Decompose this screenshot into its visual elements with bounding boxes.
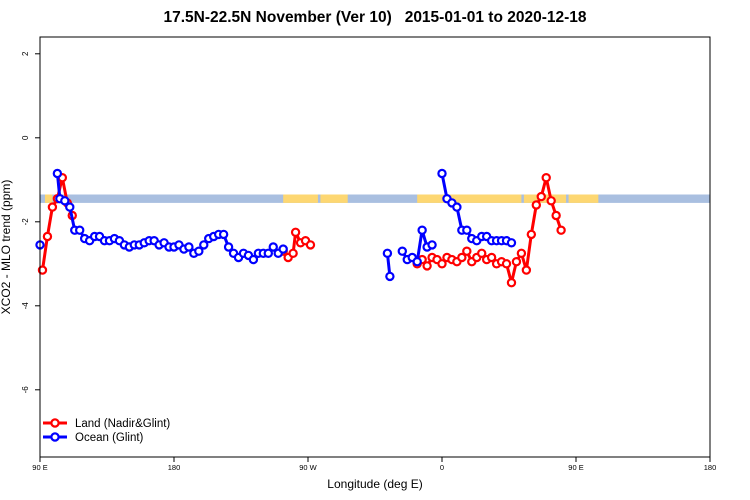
legend-label: Land (Nadir&Glint)	[75, 418, 170, 430]
data-point	[263, 248, 273, 258]
y-tick-label: -2	[21, 218, 30, 226]
data-point	[546, 196, 556, 206]
data-point	[37, 265, 48, 275]
data-point	[526, 229, 537, 240]
y-tick-label: -6	[21, 386, 30, 394]
data-point	[462, 225, 472, 235]
data-point	[556, 225, 566, 235]
land-segment	[568, 194, 599, 203]
data-point	[506, 238, 517, 248]
data-point	[75, 225, 85, 235]
data-point	[288, 248, 298, 258]
data-point	[486, 252, 497, 263]
y-tick-label: -4	[21, 302, 30, 310]
data-point	[223, 242, 234, 252]
data-point	[457, 252, 467, 263]
land-mask-band	[40, 194, 710, 203]
legend-label: Ocean (Glint)	[75, 432, 144, 444]
data-point	[385, 271, 395, 282]
y-tick-label: 0	[21, 135, 30, 140]
series-ocean	[35, 168, 517, 282]
data-point	[52, 168, 63, 179]
data-point	[536, 191, 546, 202]
data-point	[551, 210, 561, 221]
data-point	[218, 229, 229, 240]
legend: Land (Nadir&Glint) Ocean (Glint)	[43, 418, 170, 444]
data-point	[437, 259, 447, 269]
data-point	[268, 242, 278, 252]
y-axis-label: XCO2 - MLO trend (ppm)	[0, 180, 13, 315]
y-axis: 2 0 -2 -4 -6	[21, 51, 40, 393]
legend-marker	[50, 432, 60, 442]
y-tick-label: 2	[21, 51, 30, 56]
land-segment	[283, 194, 318, 203]
data-point	[278, 244, 288, 254]
legend-marker	[50, 418, 60, 428]
data-point	[382, 248, 393, 258]
data-point	[422, 261, 432, 271]
series-layer	[35, 168, 566, 288]
data-point	[462, 246, 472, 256]
land-segment	[417, 194, 522, 203]
data-point	[248, 254, 259, 265]
data-point	[60, 196, 70, 206]
x-tick-label: 180	[168, 463, 181, 472]
data-point	[417, 225, 427, 235]
data-point	[511, 257, 522, 267]
x-tick-label: 0	[440, 463, 444, 472]
data-point	[199, 240, 209, 250]
data-point	[65, 202, 75, 212]
data-point	[412, 257, 422, 267]
data-point	[452, 202, 462, 212]
x-tick-label: 90 E	[32, 463, 47, 472]
data-point	[521, 265, 532, 275]
data-point	[506, 278, 517, 288]
data-point	[541, 172, 551, 183]
land-segment	[44, 194, 53, 203]
data-point	[194, 246, 204, 256]
x-axis-label: Longitude (deg E)	[327, 477, 422, 491]
land-segment	[320, 194, 348, 203]
data-point	[501, 259, 512, 269]
x-tick-label: 180	[704, 463, 717, 472]
data-point	[437, 168, 447, 179]
data-point	[516, 248, 527, 258]
x-tick-label: 90 E	[568, 463, 583, 472]
data-point	[290, 227, 301, 237]
data-point	[477, 248, 487, 258]
series-land	[37, 172, 566, 288]
plot-frame	[39, 36, 711, 458]
series-line	[41, 176, 563, 285]
data-point	[42, 231, 53, 242]
data-point	[397, 246, 407, 256]
data-point	[184, 242, 194, 252]
data-point	[427, 240, 437, 250]
x-axis: 90 E 180 90 W 0 90 E 180	[32, 457, 716, 472]
data-point	[531, 200, 541, 210]
x-tick-label: 90 W	[299, 463, 317, 472]
chart-title: 17.5N-22.5N November (Ver 10) 2015-01-01…	[163, 9, 587, 26]
ocean-band	[40, 194, 710, 203]
data-point	[305, 240, 316, 250]
data-point	[47, 202, 58, 212]
